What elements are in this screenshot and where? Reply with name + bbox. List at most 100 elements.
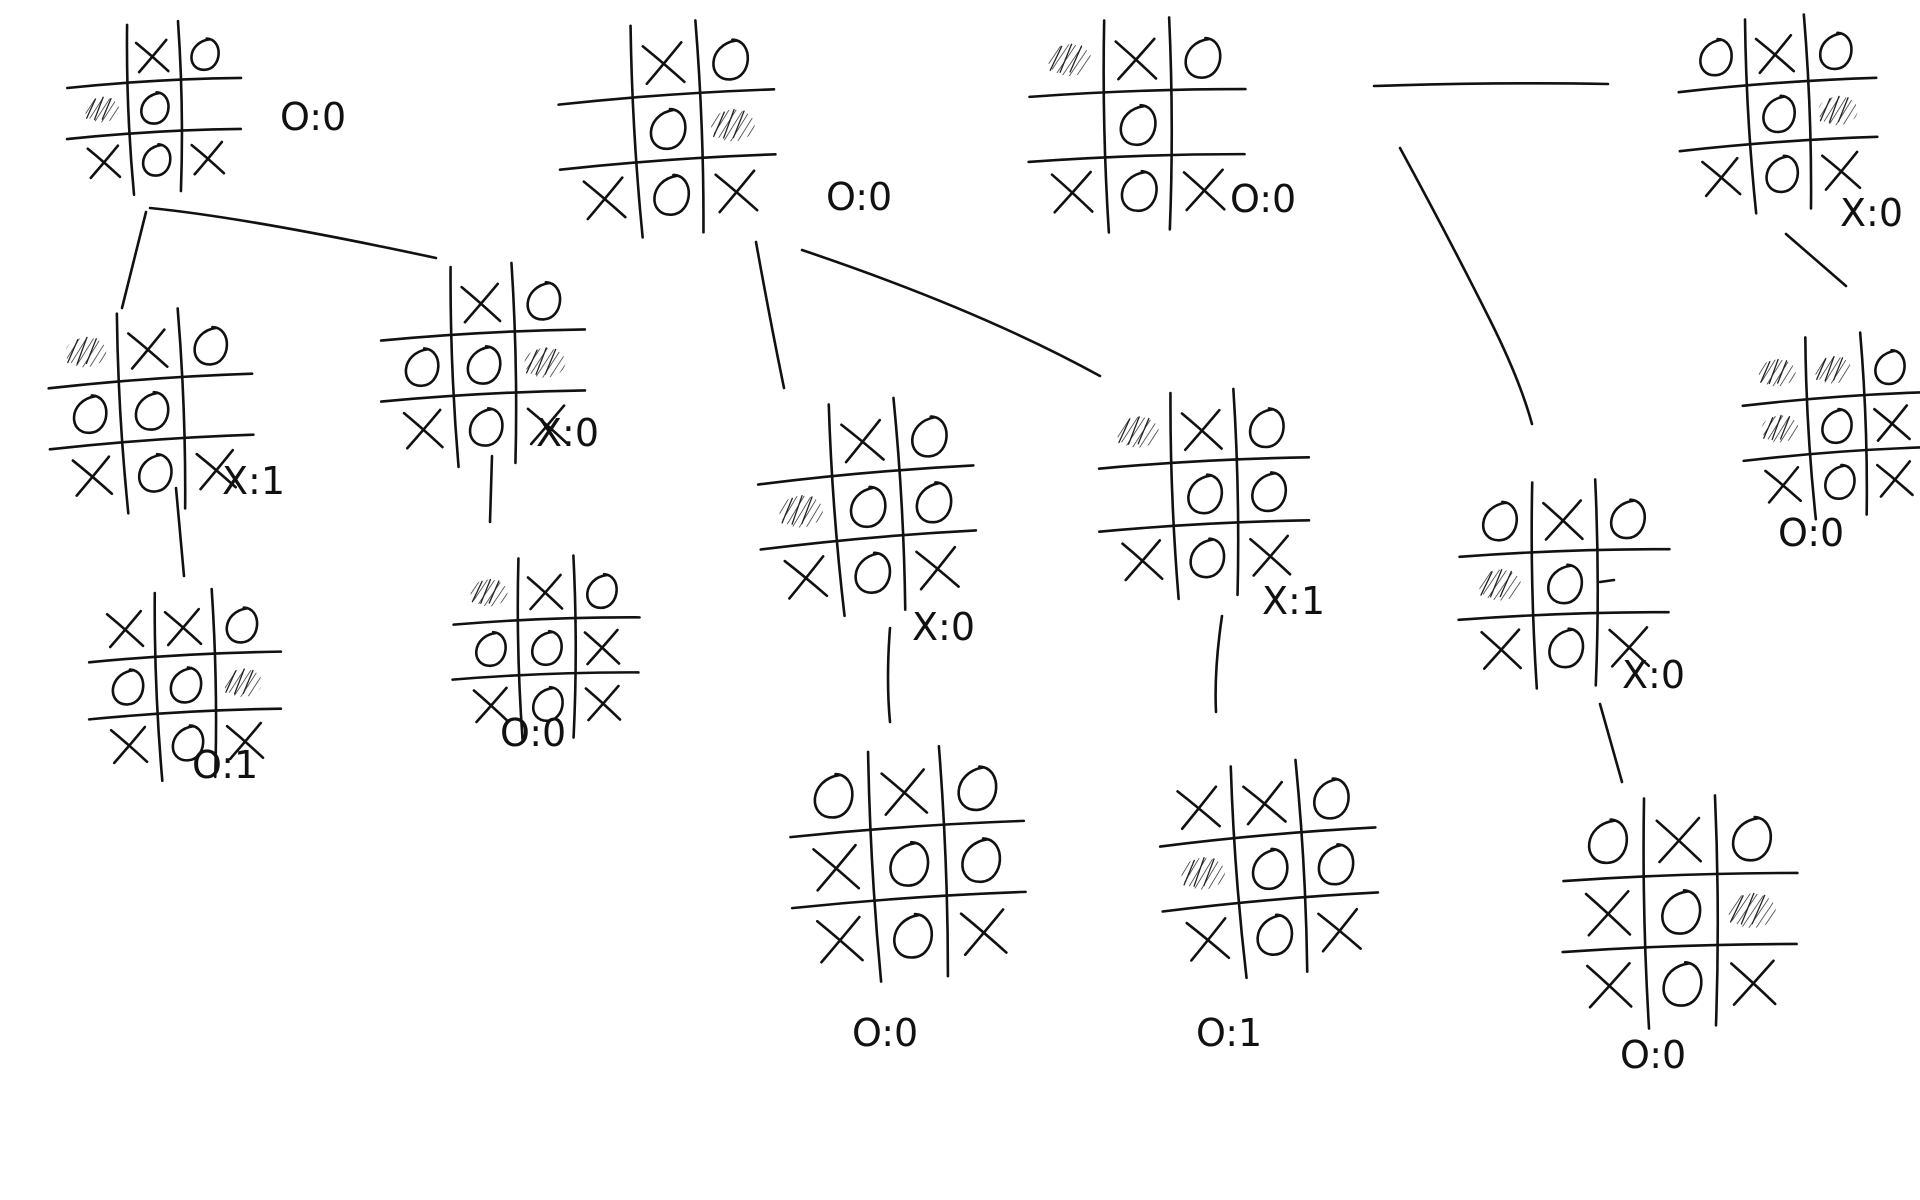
o-mark xyxy=(813,772,854,819)
board-cell xyxy=(961,837,1002,884)
x-mark xyxy=(526,404,568,446)
o-mark xyxy=(1248,407,1285,449)
board-cell xyxy=(1313,777,1350,820)
board-cell xyxy=(783,555,829,600)
board-cell xyxy=(468,406,504,447)
board-grid xyxy=(1027,16,1247,234)
x-mark xyxy=(1542,499,1584,541)
tree-edges xyxy=(120,82,1848,784)
board-cell xyxy=(812,843,861,892)
board-cell xyxy=(915,545,960,591)
board-cell xyxy=(779,495,823,528)
board-cell xyxy=(404,347,440,388)
board-cell xyxy=(1608,626,1650,668)
board-cell xyxy=(1876,460,1914,498)
board-grid xyxy=(1561,794,1799,1030)
board-grid xyxy=(789,744,1027,983)
o-mark xyxy=(1765,154,1800,194)
x-mark xyxy=(1176,785,1221,831)
o-mark xyxy=(889,840,930,887)
scribbled-cell xyxy=(1478,569,1522,601)
board-cell xyxy=(1762,94,1796,134)
scribbled-cell xyxy=(1814,355,1852,384)
edge-b3-c3 xyxy=(886,626,892,724)
board-cell xyxy=(526,573,564,611)
board-cell xyxy=(402,408,444,450)
x-mark xyxy=(1764,465,1802,504)
board-cell xyxy=(84,96,120,123)
x-mark xyxy=(1182,168,1226,212)
o-mark xyxy=(849,485,887,529)
x-mark xyxy=(127,328,169,370)
x-mark xyxy=(783,555,829,600)
x-mark xyxy=(105,609,145,649)
scribbled-cell xyxy=(1761,414,1799,443)
edge-a1-b2 xyxy=(148,206,438,260)
scribbled-cell xyxy=(1728,892,1776,929)
edge-b2-c2 xyxy=(488,454,494,524)
o-mark xyxy=(1548,627,1585,669)
x-mark xyxy=(880,768,929,816)
x-mark xyxy=(1586,961,1633,1009)
board-grid xyxy=(1097,387,1311,601)
board-cell xyxy=(134,390,170,431)
board-cell xyxy=(105,609,145,649)
scribbled-cell xyxy=(470,578,508,607)
board-c1: O:1 xyxy=(87,587,283,787)
x-mark xyxy=(1730,959,1777,1006)
board-cell xyxy=(1874,348,1906,386)
x-mark xyxy=(1876,460,1914,498)
scribbled-cell xyxy=(524,347,566,378)
edge-a3-b5 xyxy=(1398,146,1534,426)
board-cell xyxy=(1662,961,1703,1007)
board-cell xyxy=(1731,815,1773,862)
board-cell xyxy=(1120,169,1158,213)
board-cell xyxy=(71,455,114,497)
o-mark xyxy=(134,390,170,431)
board-cell xyxy=(1818,95,1858,126)
board-cell xyxy=(1181,857,1225,890)
o-mark xyxy=(911,415,948,458)
board-cell xyxy=(111,668,145,706)
x-mark xyxy=(1317,907,1362,953)
x-mark xyxy=(583,628,621,666)
board-grid xyxy=(1457,478,1671,690)
board-cell xyxy=(1547,563,1584,605)
x-mark xyxy=(1480,628,1522,670)
x-mark xyxy=(915,545,960,591)
board-cell xyxy=(1121,539,1164,582)
board-cell xyxy=(171,724,205,762)
board-cell xyxy=(1182,168,1226,212)
x-mark xyxy=(582,176,627,221)
x-mark xyxy=(1050,170,1094,214)
board-cell xyxy=(190,37,220,72)
x-mark xyxy=(109,725,149,765)
x-mark xyxy=(1701,156,1742,198)
edge-b1-c1 xyxy=(174,486,186,578)
board-cell xyxy=(1249,534,1292,577)
board-cell xyxy=(466,344,502,385)
o-mark xyxy=(1251,847,1289,891)
board-b4: X:1 xyxy=(1097,387,1325,623)
board-cell xyxy=(1256,913,1294,956)
board-cell xyxy=(840,418,885,464)
board-cell xyxy=(1699,37,1733,77)
board-cell xyxy=(472,686,510,724)
board-cell xyxy=(526,280,562,321)
x-mark xyxy=(1114,37,1158,81)
o-mark xyxy=(653,173,691,216)
board-cell xyxy=(190,140,226,176)
o-mark xyxy=(957,765,998,812)
board-cell xyxy=(1317,907,1362,953)
board-cell xyxy=(1251,847,1289,891)
board-cell xyxy=(1176,785,1221,831)
board-cell xyxy=(1248,407,1285,449)
o-mark xyxy=(140,91,170,125)
o-mark xyxy=(526,280,562,321)
o-mark xyxy=(1189,537,1226,579)
board-cell xyxy=(1114,37,1158,81)
board-cell xyxy=(1661,889,1702,935)
x-mark xyxy=(714,169,759,214)
scribbled-cell xyxy=(65,336,107,368)
board-a2: O:0 xyxy=(557,19,892,239)
